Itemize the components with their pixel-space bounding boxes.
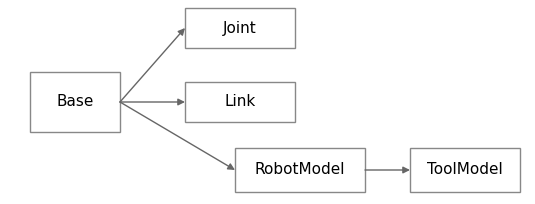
Text: Link: Link xyxy=(224,94,256,110)
Bar xyxy=(235,148,365,192)
Text: Base: Base xyxy=(56,94,94,110)
Bar xyxy=(30,72,120,132)
Text: RobotModel: RobotModel xyxy=(255,163,345,177)
Bar xyxy=(410,148,520,192)
Text: ToolModel: ToolModel xyxy=(427,163,503,177)
Bar xyxy=(185,82,295,122)
Bar xyxy=(185,8,295,48)
Text: Joint: Joint xyxy=(223,20,257,35)
